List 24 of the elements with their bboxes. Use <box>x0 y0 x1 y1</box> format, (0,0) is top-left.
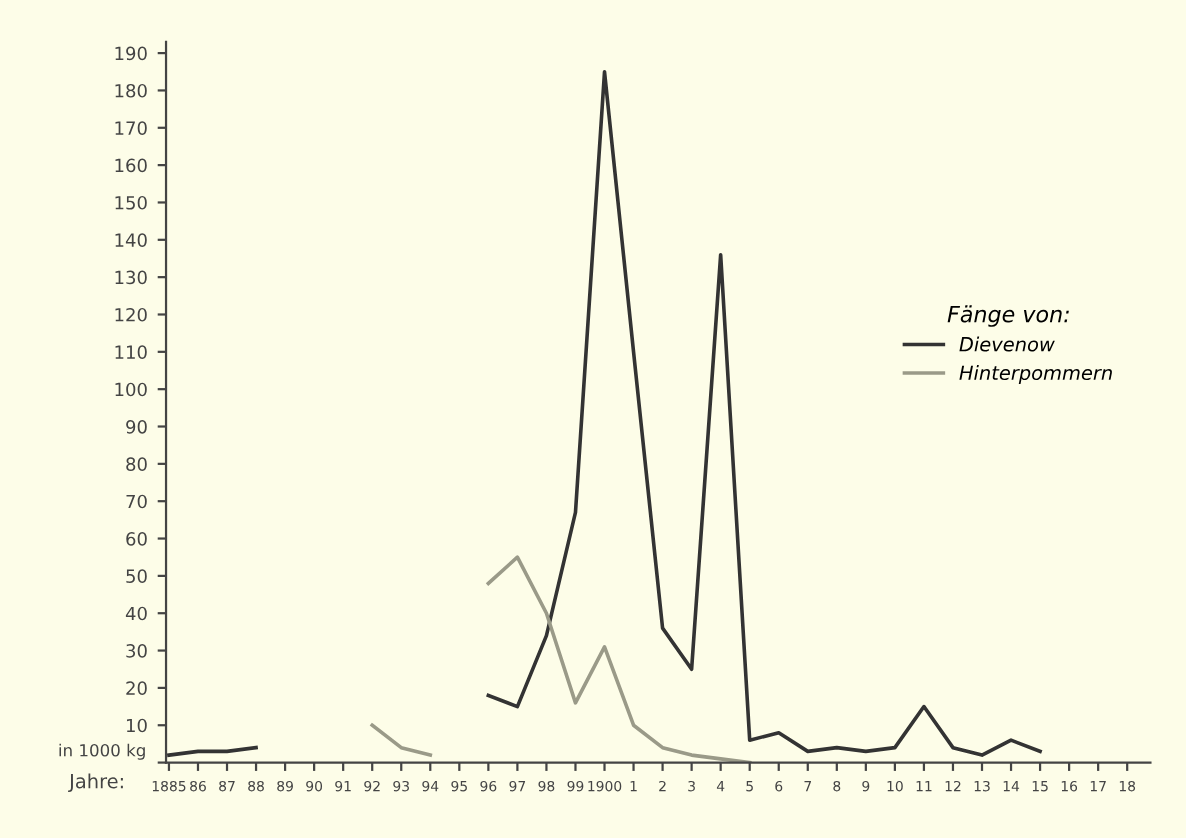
y-tick-label: 40 <box>125 606 147 621</box>
y-tick-label: 110 <box>115 345 147 359</box>
x-axis-title: Jahre: <box>68 773 123 793</box>
y-tick-label: 20 <box>126 681 147 696</box>
y-tick-label: 70 <box>126 494 147 509</box>
y-tick-label: 120 <box>115 307 147 322</box>
y-axis-title: in 1000 kg <box>59 743 145 760</box>
y-tick-label: 10 <box>126 718 147 733</box>
y-tick-label: 170 <box>115 121 147 135</box>
legend-label: Dievenow <box>959 336 1055 352</box>
y-tick-label: 90 <box>126 419 147 434</box>
legend-label: Hinterpommern <box>959 365 1112 384</box>
y-tick-label: 80 <box>126 457 147 471</box>
y-tick-label: 100 <box>115 382 147 397</box>
y-tick-label: 160 <box>115 158 147 173</box>
y-tick-label: 180 <box>115 83 147 98</box>
y-tick-label: 50 <box>126 569 147 583</box>
y-tick-label: 140 <box>115 233 147 247</box>
y-tick-label: 130 <box>115 270 147 285</box>
y-tick-label: 60 <box>126 531 147 546</box>
y-tick-label: 190 <box>115 46 147 61</box>
y-tick-label: 30 <box>126 644 147 658</box>
legend-title: Fänge von: <box>947 305 1069 327</box>
y-tick-label: 150 <box>115 195 147 210</box>
